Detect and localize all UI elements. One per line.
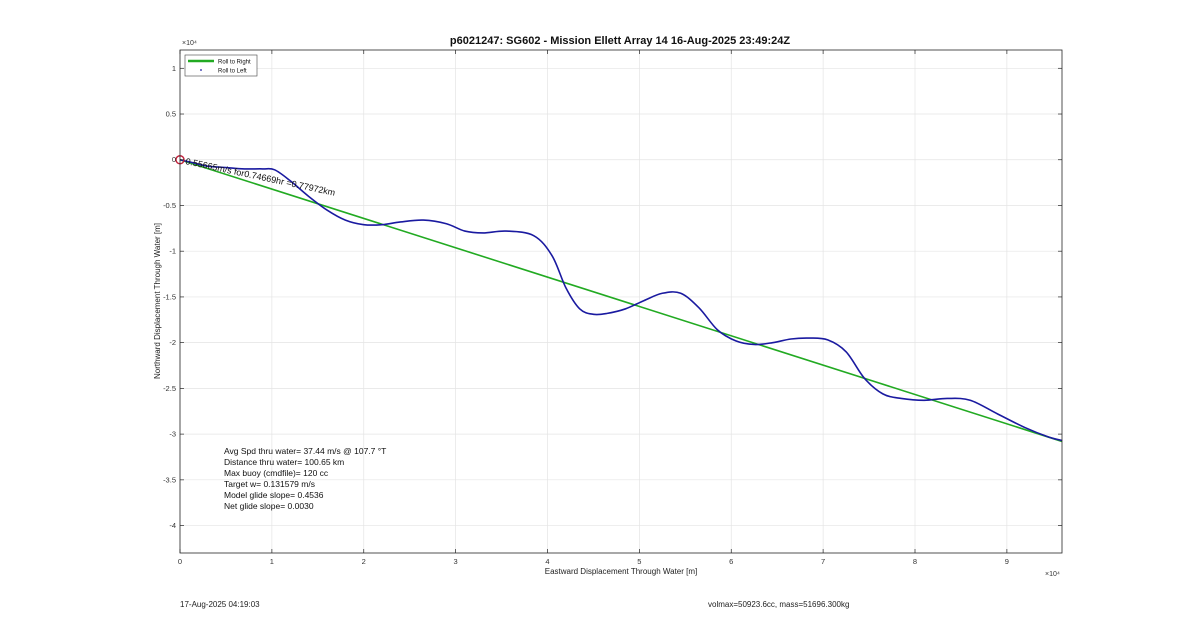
y-axis-label: Northward Displacement Through Water [m]: [153, 223, 162, 379]
x-tick-label: 2: [362, 557, 366, 566]
y-tick-label: -1.5: [163, 292, 176, 301]
y-tick-label: -1: [169, 247, 176, 256]
grid-layer: [179, 50, 1062, 553]
legend-label-roll-right: Roll to Right: [218, 60, 251, 66]
legend: Roll to Right Roll to Left: [184, 54, 258, 77]
stat-target-w: Target w= 0.131579 m/s: [224, 479, 315, 489]
series-line-roll-left: [179, 158, 1063, 442]
x-tick-label: 7: [821, 557, 825, 566]
y-tick-label: -3.5: [163, 475, 176, 484]
stat-net-glide: Net glide slope= 0.0030: [224, 501, 314, 511]
stat-avg-speed: Avg Spd thru water= 37.44 m/s @ 107.7 °T: [224, 446, 386, 456]
y-tick-label: 0.5: [166, 110, 176, 119]
y-tick-label: -0.5: [163, 201, 176, 210]
x-tick-label: 0: [178, 557, 182, 566]
y-tick-label: -3: [169, 430, 176, 439]
stat-model-glide: Model glide slope= 0.4536: [224, 490, 324, 500]
x-tick-label: 5: [637, 557, 641, 566]
y-tick-label: -4: [169, 521, 176, 530]
ticks-layer: 0 1 2 3 4 5 6 7 8 9 1 0.5 0 -0.5 -1 -1.5 -2 -2.5 -3 -3.5 -4: [163, 50, 1062, 566]
stat-max-buoy: Max buoy (cmdfile)= 120 cc: [224, 468, 329, 478]
x-tick-label: 1: [270, 557, 274, 566]
plot-frame: [179, 49, 1063, 554]
stat-distance: Distance thru water= 100.65 km: [224, 457, 344, 467]
x-tick-label: 6: [729, 557, 733, 566]
x-axis-label: Eastward Displacement Through Water [m]: [545, 567, 698, 576]
x-exponent: ×10⁴: [1045, 571, 1060, 578]
legend-label-roll-left: Roll to Left: [218, 69, 247, 75]
y-tick-label: -2.5: [163, 384, 176, 393]
legend-swatch-roll-left: [200, 69, 202, 71]
footer-vol-mass: volmax=50923.6cc, mass=51696.300kg: [708, 600, 850, 609]
y-tick-label: -2: [169, 338, 176, 347]
y-exponent: ×10⁴: [182, 40, 197, 47]
stats-block: Avg Spd thru water= 37.44 m/s @ 107.7 °T…: [224, 446, 386, 511]
x-tick-label: 9: [1005, 557, 1009, 566]
y-tick-label: 0: [172, 155, 176, 164]
chart-title: p6021247: SG602 - Mission Ellett Array 1…: [450, 35, 790, 47]
footer-timestamp: 17-Aug-2025 04:19:03: [180, 600, 260, 609]
series-line-roll-right: [179, 158, 1063, 443]
x-tick-label: 4: [545, 557, 549, 566]
x-tick-label: 3: [454, 557, 458, 566]
x-tick-label: 8: [913, 557, 917, 566]
y-tick-label: 1: [172, 64, 176, 73]
